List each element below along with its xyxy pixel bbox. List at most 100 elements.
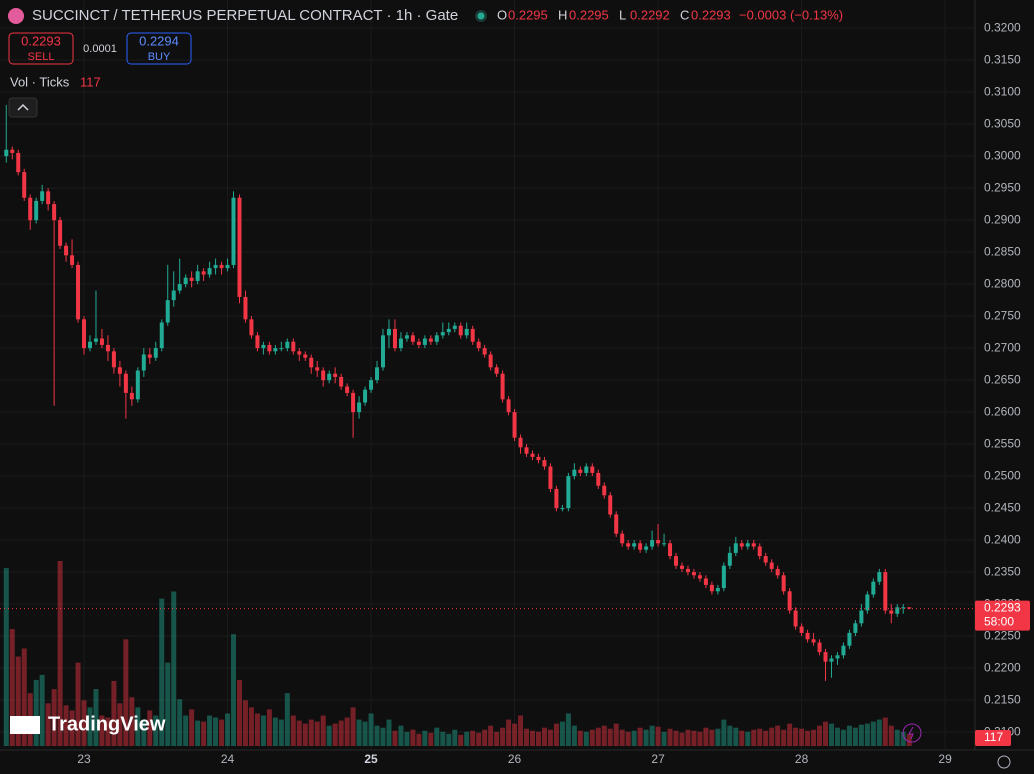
candle-body	[237, 197, 242, 297]
candle-body	[554, 488, 559, 509]
ohlc-key: H	[558, 7, 567, 22]
candle-body	[644, 546, 649, 550]
volume-bar	[906, 734, 912, 746]
alert-bolt[interactable]	[908, 726, 914, 740]
volume-bar	[529, 730, 535, 746]
volume-bar	[715, 728, 721, 746]
sell-price[interactable]: 0.2293	[21, 33, 61, 48]
volume-bar	[464, 731, 470, 746]
volume-bar	[374, 725, 380, 746]
candle-body	[524, 447, 529, 454]
candle-body	[781, 575, 786, 592]
candle-body	[392, 328, 397, 349]
candle-body	[721, 565, 726, 589]
buy-button[interactable]	[126, 32, 192, 65]
volume-bar	[386, 719, 392, 746]
candle-body	[727, 552, 732, 566]
countdown: 58:00	[984, 615, 1014, 629]
candle-body	[291, 341, 296, 352]
candle-body	[805, 632, 810, 640]
volume-indicator-value: 117	[80, 74, 101, 89]
candle-body	[129, 392, 134, 400]
candle-body	[590, 466, 595, 473]
brand-logo	[10, 716, 40, 734]
candle-body	[165, 300, 170, 323]
candle-body	[679, 565, 684, 569]
candle-body	[99, 338, 104, 345]
candle-body	[58, 220, 63, 246]
alert-icon[interactable]	[902, 723, 922, 743]
volume-bar	[828, 723, 834, 746]
last-price-box	[975, 600, 1030, 631]
volume-bar	[559, 721, 565, 746]
candle-body	[428, 338, 433, 342]
volume-bar	[440, 731, 446, 746]
volume-bar	[57, 561, 63, 746]
candle-body	[345, 386, 350, 393]
settings-icon[interactable]	[997, 755, 1011, 769]
volume-bar	[805, 730, 811, 746]
candle-body	[518, 437, 523, 448]
candle-body	[213, 264, 218, 269]
candle-body	[46, 191, 51, 205]
y-tick-label: 0.3000	[984, 148, 1021, 162]
candle-body	[901, 607, 906, 609]
volume-bar	[165, 662, 171, 746]
collapse-icon[interactable]	[17, 103, 29, 111]
volume-bar	[864, 723, 870, 746]
volume-bar	[290, 715, 296, 746]
buy-price[interactable]: 0.2294	[139, 33, 179, 48]
candle-body	[231, 197, 236, 265]
candle-body	[207, 268, 212, 275]
y-tick-label: 0.2150	[984, 692, 1021, 706]
ohlc-key: L	[619, 7, 626, 22]
y-tick-label: 0.2450	[984, 500, 1021, 514]
candle-body	[267, 344, 272, 352]
candle-body	[769, 562, 774, 569]
candle-body	[691, 572, 696, 576]
candle-body	[369, 380, 374, 390]
volume-bar	[302, 723, 308, 746]
chart-title: SUCCINCT / TETHERUS PERPETUAL CONTRACT ·…	[32, 7, 458, 24]
candle-body	[225, 264, 230, 269]
volume-bar	[619, 729, 625, 746]
candle-body	[829, 658, 834, 662]
candle-body	[494, 367, 499, 374]
volume-bar	[583, 731, 589, 746]
grid	[0, 0, 975, 750]
y-tick-label: 0.3050	[984, 116, 1021, 130]
collapse-button[interactable]	[8, 97, 38, 118]
x-tick-label: 24	[221, 752, 235, 766]
volume-bar	[697, 731, 703, 746]
candle-body	[476, 341, 481, 349]
volume-bar	[823, 721, 829, 746]
buy-label[interactable]: BUY	[148, 51, 171, 63]
sell-label[interactable]: SELL	[28, 51, 55, 63]
volume-indicator: Vol · Ticks	[10, 74, 70, 89]
volume-bar	[39, 674, 45, 746]
volume-bar	[3, 568, 9, 746]
volume-bar	[135, 707, 141, 746]
ohlc-value: 0.2295	[508, 7, 548, 22]
volume-bar	[679, 732, 685, 746]
volume-bar	[183, 715, 189, 746]
candle-body	[685, 568, 690, 573]
candle-body	[422, 338, 427, 345]
candle-body	[632, 543, 637, 547]
volume-bar	[111, 680, 117, 746]
volume-bar	[51, 689, 57, 746]
candle-body	[381, 335, 386, 368]
candle-body	[500, 373, 505, 400]
volume-bar	[781, 729, 787, 746]
volume-bar	[643, 729, 649, 746]
volume-bar	[870, 721, 876, 746]
volume-bar	[649, 725, 655, 746]
volume-bar	[846, 725, 852, 746]
candle-body	[542, 460, 547, 467]
candle-body	[470, 328, 475, 342]
sell-button[interactable]	[8, 32, 74, 65]
candle-body	[907, 607, 912, 609]
candle-body	[123, 373, 128, 393]
candle-body	[297, 351, 302, 355]
candle-body	[895, 607, 900, 614]
